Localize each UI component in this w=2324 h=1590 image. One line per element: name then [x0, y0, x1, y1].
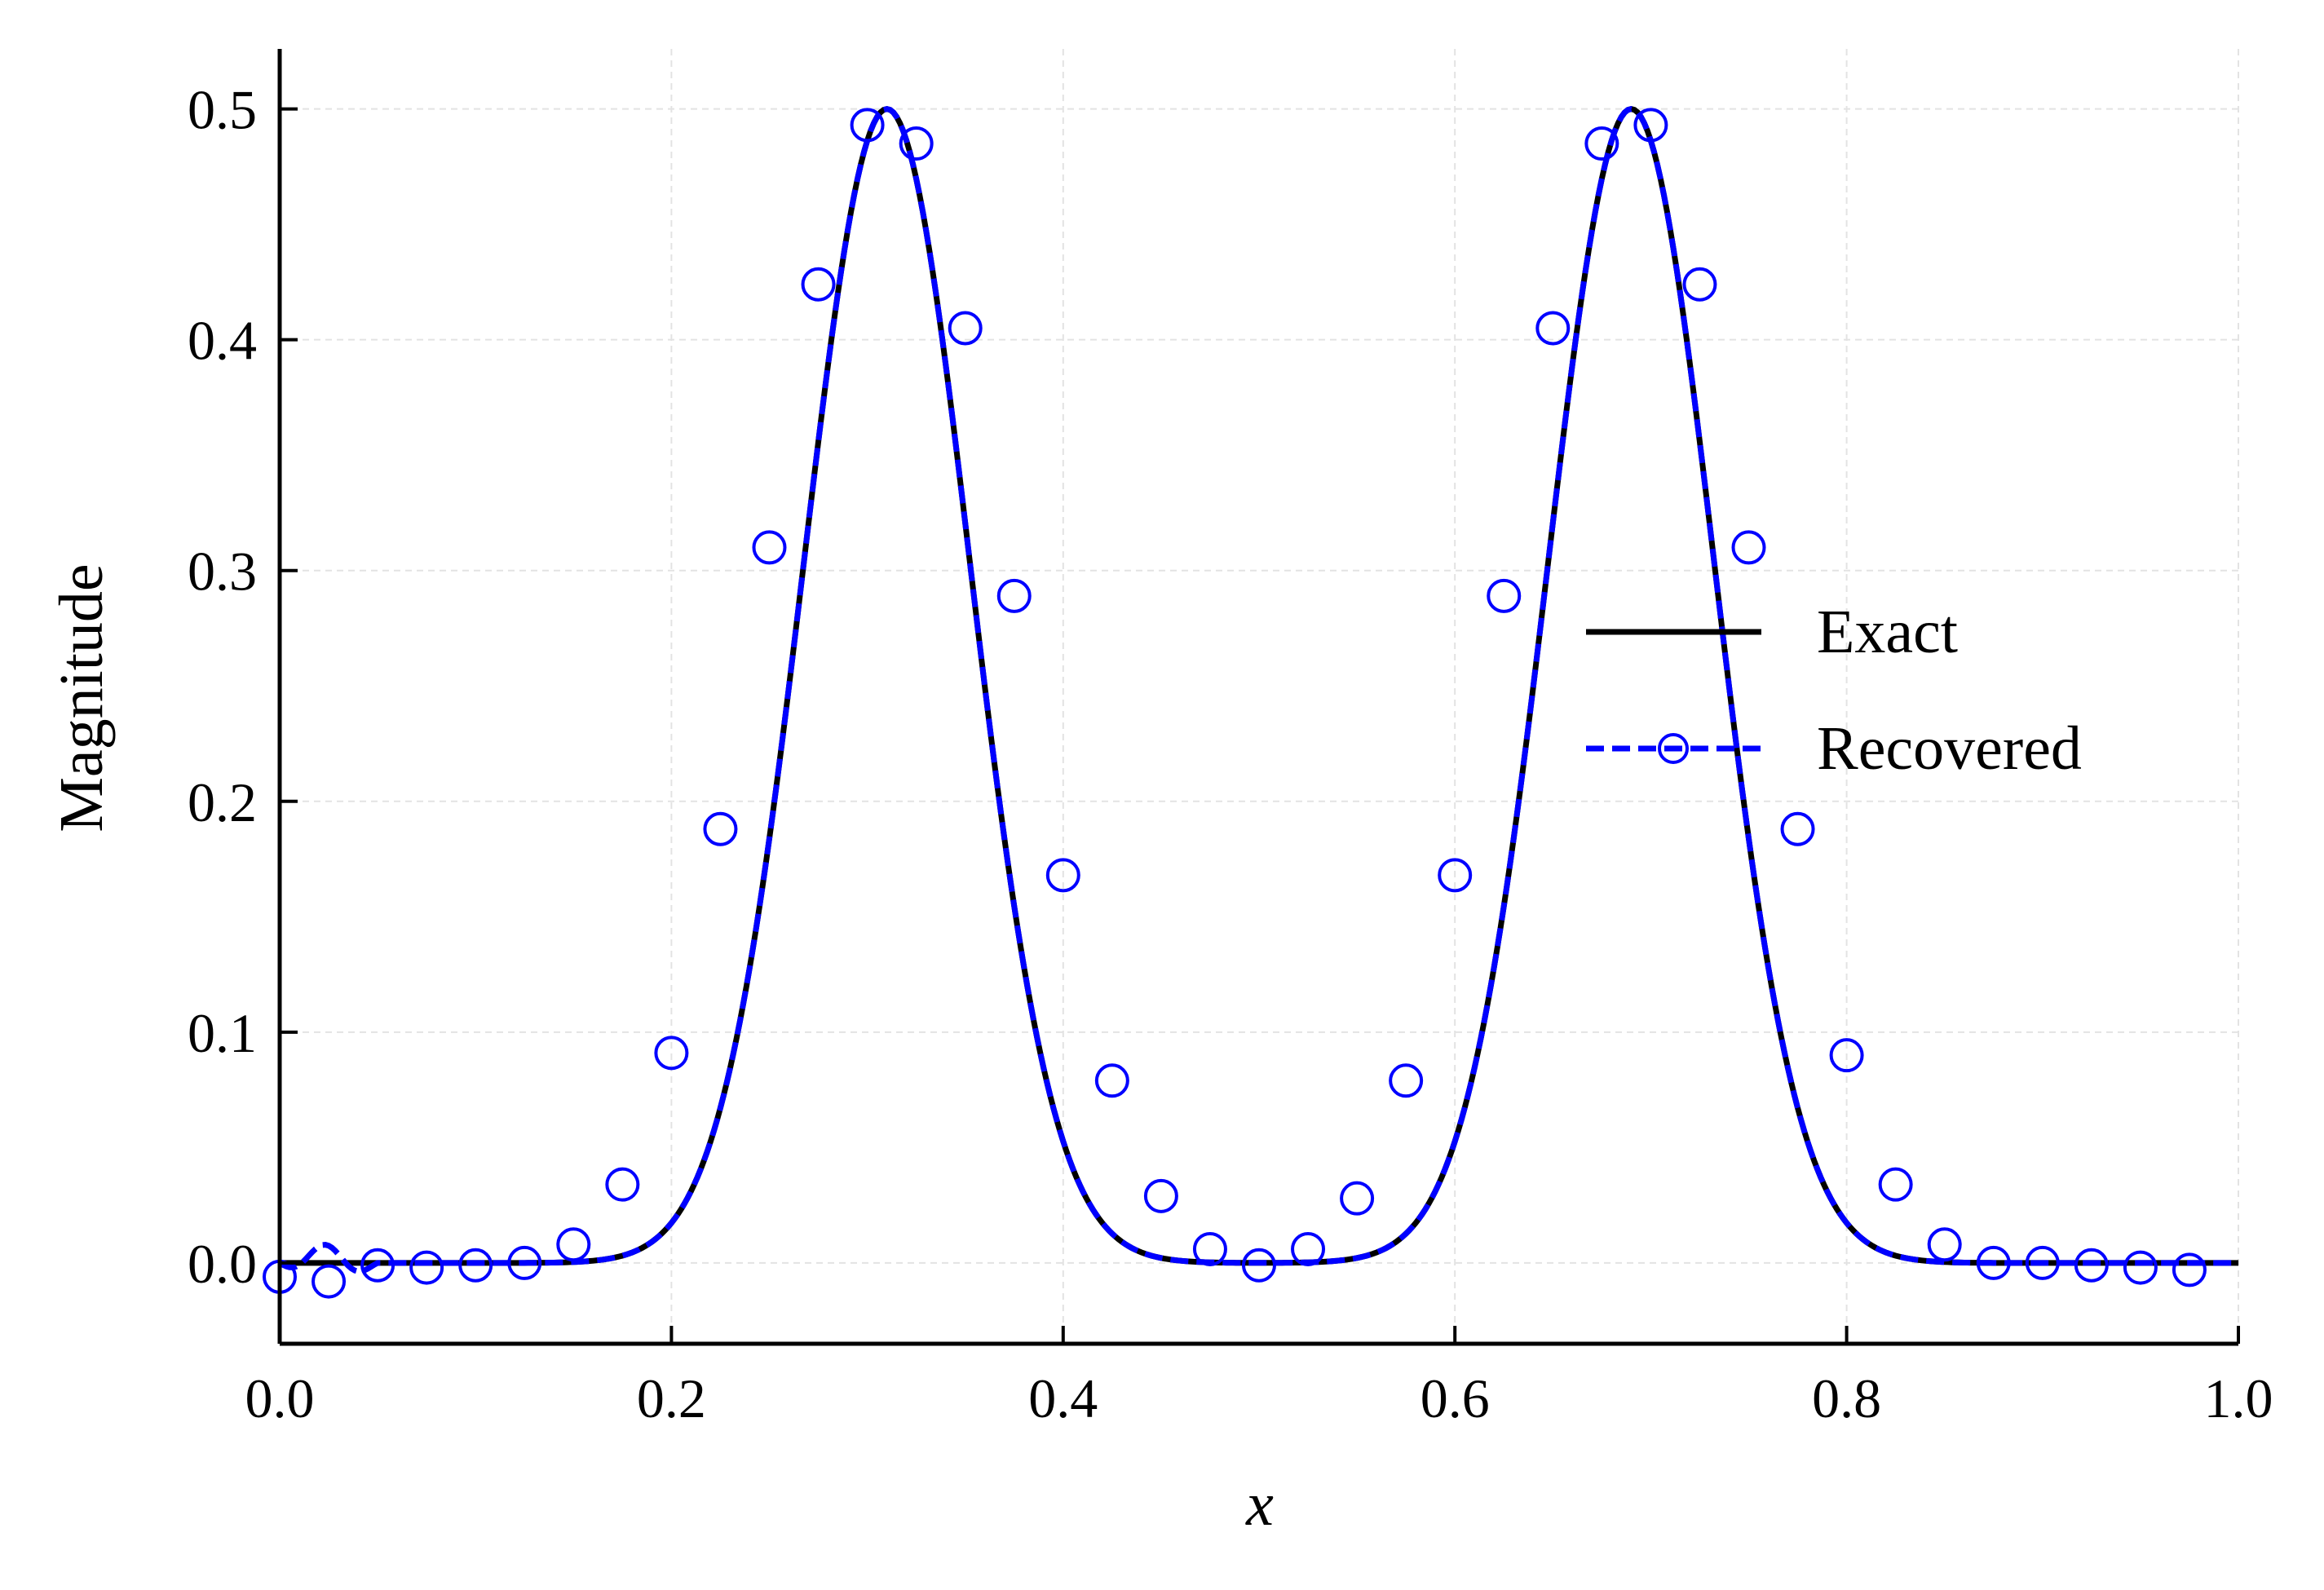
x-axis-label: x: [1245, 1470, 1274, 1539]
recovered-data-point: [1340, 1181, 1375, 1216]
recovered-data-point: [948, 311, 983, 346]
recovered-data-point: [1291, 1231, 1326, 1266]
recovered-data-point: [1487, 578, 1522, 613]
recovered-data-point: [507, 1245, 542, 1280]
legend-exact-label: Exact: [1817, 598, 1958, 666]
recovered-data-point: [1731, 530, 1766, 565]
recovered-data-point: [360, 1248, 395, 1283]
recovered-data-point: [458, 1248, 493, 1283]
y-tick-label: 0.5: [188, 79, 257, 141]
recovered-data-point: [1976, 1245, 2011, 1280]
legend-recovered-label: Recovered: [1817, 714, 2082, 783]
recovered-data-point: [1192, 1231, 1227, 1266]
y-tick-label: 0.4: [188, 310, 257, 372]
recovered-data-point: [1633, 108, 1668, 143]
y-tick-label: 0.2: [188, 771, 257, 833]
recovered-data-point: [1242, 1248, 1276, 1283]
recovered-data-point: [1045, 858, 1080, 893]
legend: Exact Recovered: [1586, 598, 2082, 783]
recovered-data-point: [899, 126, 934, 161]
x-tick-label: 0.4: [1028, 1367, 1098, 1429]
y-tick-label: 0.1: [188, 1002, 257, 1064]
recovered-data-point: [1878, 1167, 1913, 1202]
y-axis-label: Magnitude: [47, 563, 116, 832]
recovered-data-point: [850, 108, 885, 143]
recovered-data-point: [703, 811, 738, 846]
recovered-data-point: [2172, 1252, 2207, 1287]
recovered-data-point: [1143, 1178, 1178, 1213]
recovered-data-point: [1535, 311, 1571, 346]
recovered-data-point: [409, 1250, 444, 1285]
recovered-data-point: [1389, 1063, 1424, 1098]
x-tick-label: 0.0: [245, 1367, 315, 1429]
recovered-data-point: [996, 578, 1032, 613]
recovered-data-point: [1780, 811, 1815, 846]
exact-series-line: [280, 105, 2238, 1266]
recovered-data-point: [654, 1036, 689, 1071]
recovered-data-point: [1829, 1038, 1864, 1073]
x-tick-label: 0.6: [1420, 1367, 1490, 1429]
series-layer: [263, 105, 2238, 1299]
x-tick-label: 1.0: [2204, 1367, 2273, 1429]
recovered-data-point: [752, 530, 787, 565]
recovered-data-point: [556, 1227, 591, 1262]
y-tick-label: 0.0: [188, 1233, 257, 1295]
recovered-data-point: [2123, 1250, 2158, 1285]
recovered-data-point: [2025, 1245, 2060, 1280]
recovered-data-point: [1438, 858, 1473, 893]
recovered-data-point: [311, 1264, 347, 1299]
recovered-data-point: [1682, 267, 1717, 302]
recovered-data-point: [605, 1167, 640, 1202]
recovered-data-point: [2074, 1248, 2109, 1283]
axes: [277, 49, 2238, 1346]
y-tick-label: 0.3: [188, 541, 257, 603]
recovered-data-point: [801, 267, 836, 302]
x-tick-label: 0.2: [637, 1367, 706, 1429]
recovered-data-point: [1927, 1227, 1962, 1262]
grid: [279, 49, 2239, 1344]
recovered-data-point: [1094, 1063, 1129, 1098]
recovered-series-line: [278, 105, 2238, 1274]
legend-recovered-marker: [1658, 733, 1689, 764]
x-tick-label: 0.8: [1812, 1367, 1881, 1429]
recovered-data-point: [1584, 126, 1619, 161]
recovered-markers: [263, 108, 2207, 1299]
ticks: 0.0 0.2 0.4 0.6 0.8 1.0 0.0 0.1 0.2 0.3 0.4 0.5: [188, 79, 2273, 1429]
